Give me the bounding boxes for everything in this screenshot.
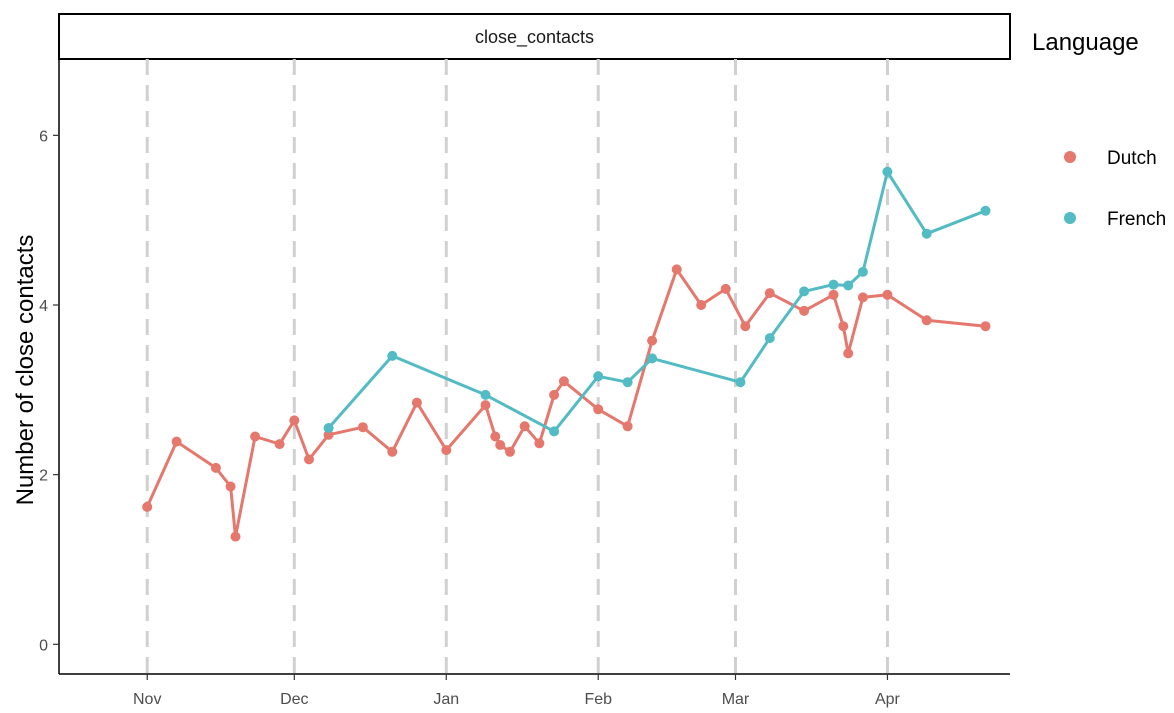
point-french-12 (857, 266, 868, 277)
x-tick-label-1: Dec (280, 691, 308, 708)
y-axis-title: Number of close contacts (12, 235, 39, 506)
y-tick-label-2: 4 (39, 298, 48, 315)
point-dutch-0 (142, 501, 153, 512)
legend-swatch-dutch (1064, 151, 1076, 163)
point-french-10 (828, 279, 839, 290)
point-dutch-30 (799, 305, 810, 316)
legend-swatch-french (1064, 212, 1076, 224)
point-dutch-29 (764, 288, 775, 299)
point-dutch-34 (857, 292, 868, 303)
point-french-15 (980, 205, 991, 216)
point-dutch-10 (357, 422, 368, 433)
y-tick-label-3: 6 (39, 128, 48, 145)
point-dutch-2 (210, 462, 221, 473)
x-tick-label-4: Mar (722, 691, 750, 708)
reference-lines (145, 59, 889, 674)
point-french-1 (387, 350, 398, 361)
axes (58, 59, 1010, 675)
point-dutch-3 (225, 481, 236, 492)
y-ticks: 0 2 4 6 (39, 128, 59, 654)
point-dutch-16 (495, 440, 506, 450)
y-tick-label-0: 0 (39, 637, 48, 654)
point-dutch-32 (838, 321, 849, 332)
point-french-9 (799, 286, 810, 297)
series-line-french (327, 170, 987, 433)
point-dutch-8 (304, 454, 314, 465)
point-french-3 (549, 426, 560, 437)
point-dutch-27 (720, 283, 731, 294)
point-dutch-35 (882, 289, 893, 300)
x-tick-label-3: Feb (584, 691, 612, 708)
point-dutch-22 (593, 404, 604, 415)
point-dutch-19 (534, 438, 545, 449)
point-dutch-14 (480, 400, 491, 411)
legend-title: Language (1032, 29, 1139, 56)
point-french-6 (647, 353, 658, 364)
y-tick-label-1: 2 (39, 468, 48, 485)
legend: Language Dutch French (1032, 29, 1166, 230)
facet-strip (58, 13, 1011, 60)
point-dutch-12 (411, 397, 422, 408)
x-tick-label-5: Apr (875, 691, 901, 708)
x-tick-label-0: Nov (133, 691, 161, 708)
point-dutch-11 (387, 446, 398, 457)
x-tick-label-2: Jan (433, 691, 459, 708)
legend-item-dutch: Dutch (1064, 148, 1157, 169)
point-dutch-15 (490, 431, 501, 442)
point-dutch-23 (622, 421, 633, 432)
point-dutch-36 (921, 315, 932, 326)
point-dutch-21 (558, 376, 569, 387)
point-dutch-37 (980, 321, 991, 332)
legend-item-french: French (1064, 209, 1166, 230)
point-french-14 (921, 228, 932, 239)
legend-label-dutch: Dutch (1107, 148, 1157, 169)
series-dutch (142, 264, 991, 542)
legend-label-french: French (1107, 209, 1166, 230)
point-dutch-4 (230, 531, 241, 542)
point-dutch-31 (828, 289, 839, 300)
point-dutch-5 (250, 431, 261, 442)
legend-items: Dutch French (1064, 148, 1166, 230)
series-line-dutch (145, 267, 986, 539)
series (142, 166, 991, 542)
point-dutch-33 (843, 348, 854, 359)
series-french (323, 166, 991, 437)
point-french-2 (480, 389, 491, 400)
point-french-5 (622, 377, 633, 388)
point-french-4 (593, 371, 604, 382)
point-french-8 (764, 333, 775, 344)
point-french-13 (882, 166, 893, 177)
point-dutch-28 (740, 321, 751, 332)
point-dutch-7 (289, 415, 300, 426)
x-ticks: Nov Dec Jan Feb Mar Apr (133, 674, 901, 708)
point-dutch-24 (647, 335, 658, 346)
point-french-0 (323, 423, 334, 433)
point-french-7 (735, 377, 746, 388)
point-french-11 (843, 280, 854, 291)
point-dutch-6 (274, 439, 285, 450)
point-dutch-26 (696, 300, 707, 310)
point-dutch-20 (549, 389, 560, 400)
point-dutch-25 (671, 264, 682, 275)
facet-strip-label: close_contacts (475, 27, 594, 48)
point-dutch-1 (171, 436, 182, 447)
point-dutch-17 (505, 446, 515, 457)
point-dutch-18 (519, 421, 530, 432)
point-dutch-13 (441, 445, 452, 456)
